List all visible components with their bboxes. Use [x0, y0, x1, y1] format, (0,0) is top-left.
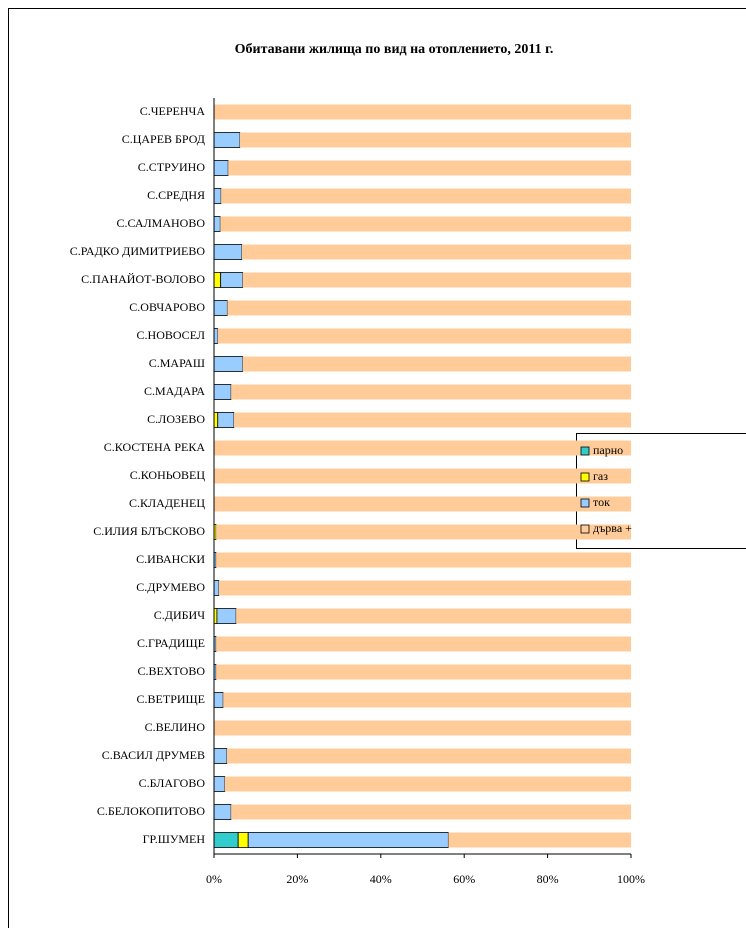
y-tick-label: С.КЛАДЕНЕЦ — [129, 496, 205, 510]
bar-segment — [226, 748, 631, 764]
bar-segment — [236, 608, 631, 624]
bar-segment — [213, 216, 221, 232]
bar-segment — [216, 524, 631, 540]
y-tick-label: С.ЧЕРЕНЧА — [140, 104, 206, 118]
bar-segment — [223, 692, 631, 708]
bar-segment — [242, 272, 631, 288]
bar-segment — [237, 832, 249, 848]
bar-segment — [224, 776, 632, 792]
legend-swatch — [580, 446, 590, 456]
y-tick-label: С.КОНЬОВЕЦ — [130, 468, 206, 482]
y-tick-label: С.ВЕЛИНО — [145, 720, 206, 734]
y-tick-label: С.НОВОСЕЛ — [137, 328, 205, 342]
y-tick-label: С.БЛАГОВО — [139, 776, 206, 790]
bar-segment — [217, 412, 235, 428]
bar-segment — [231, 384, 632, 400]
legend-swatch — [580, 524, 590, 534]
legend-label: газ — [593, 469, 608, 483]
bar-segment — [213, 132, 241, 148]
legend-label: ток — [593, 495, 610, 509]
bar-segment — [214, 496, 631, 512]
y-tick-label: С.БЕЛОКОПИТОВО — [97, 804, 205, 818]
bar-segment — [214, 720, 631, 736]
bar-segment — [219, 580, 631, 596]
y-tick-label: С.СРЕДНЯ — [147, 188, 205, 202]
bar-segment — [231, 804, 632, 820]
bar-segment — [213, 356, 244, 372]
bar-segment — [214, 104, 631, 120]
bar-segment — [213, 692, 224, 708]
bar-segment — [213, 804, 232, 820]
y-tick-label: С.ПАНАЙОТ-ВОЛОВО — [81, 272, 205, 286]
bar-segment — [214, 440, 631, 456]
bar-segment — [213, 384, 232, 400]
bar-segment — [213, 188, 222, 204]
y-tick-label: С.ЦАРЕВ БРОД — [122, 132, 205, 146]
y-tick-label: С.ДРУМЕВО — [136, 580, 205, 594]
bar-segment — [216, 636, 631, 652]
bar-segment — [234, 412, 632, 428]
bar-segment — [228, 160, 632, 176]
x-tick-label: 80% — [537, 872, 559, 886]
bar-segment — [217, 328, 632, 344]
legend-swatch — [580, 472, 590, 482]
x-tick-label: 40% — [370, 872, 392, 886]
legend-label: парно — [593, 443, 623, 457]
y-tick-label: ГР.ШУМЕН — [143, 832, 206, 846]
y-tick-label: С.СТРУИНО — [138, 160, 206, 174]
x-tick-label: 20% — [286, 872, 308, 886]
bar-segment — [216, 664, 631, 680]
y-tick-label: С.КОСТЕНА РЕКА — [104, 440, 206, 454]
chart-title: Обитавани жилища по вид на отоплението, … — [235, 42, 554, 57]
legend-label: дърва + — [593, 521, 632, 535]
y-tick-label: С.МАРАШ — [149, 356, 205, 370]
legend-swatch — [580, 498, 590, 508]
bar-segment — [213, 244, 243, 260]
bar-segment — [214, 468, 631, 484]
bar-segment — [213, 832, 239, 848]
bar-segment — [213, 328, 219, 344]
bar-segment — [216, 608, 237, 624]
y-tick-label: С.ВЕТРИЩЕ — [137, 692, 205, 706]
y-tick-label: С.ВЕХТОВО — [137, 664, 205, 678]
bar-segment — [213, 272, 222, 288]
bar-segment — [221, 188, 632, 204]
bar-segment — [213, 748, 228, 764]
bar-segment — [239, 132, 631, 148]
y-tick-label: С.МАДАРА — [144, 384, 205, 398]
y-tick-label: С.ДИБИЧ — [154, 608, 205, 622]
y-tick-label: С.ГРАДИЩЕ — [137, 636, 205, 650]
bar-segment — [227, 300, 631, 316]
y-tick-label: С.ОВЧАРОВО — [129, 300, 205, 314]
bar-segment — [220, 216, 631, 232]
bar-segment — [448, 832, 631, 848]
x-tick-label: 100% — [617, 872, 645, 886]
bar-segment — [213, 160, 229, 176]
bar-segment — [220, 272, 244, 288]
bar-segment — [213, 300, 228, 316]
y-tick-label: С.ВАСИЛ ДРУМЕВ — [102, 748, 205, 762]
x-tick-label: 60% — [453, 872, 475, 886]
y-tick-label: С.РАДКО ДИМИТРИЕВО — [70, 244, 206, 258]
y-tick-label: С.ИЛИЯ БЛЪСКОВО — [93, 524, 205, 538]
y-tick-label: С.ЛОЗЕВО — [147, 412, 205, 426]
bar-segment — [242, 356, 631, 372]
bar-segment — [213, 580, 220, 596]
x-tick-label: 0% — [206, 872, 222, 886]
bar-segment — [247, 832, 449, 848]
y-tick-label: С.САЛМАНОВО — [116, 216, 205, 230]
bar-segment — [213, 412, 219, 428]
y-tick-label: С.ИВАНСКИ — [136, 552, 205, 566]
bar-segment — [213, 776, 226, 792]
bar-segment — [216, 552, 631, 568]
bar-segment — [241, 244, 631, 260]
